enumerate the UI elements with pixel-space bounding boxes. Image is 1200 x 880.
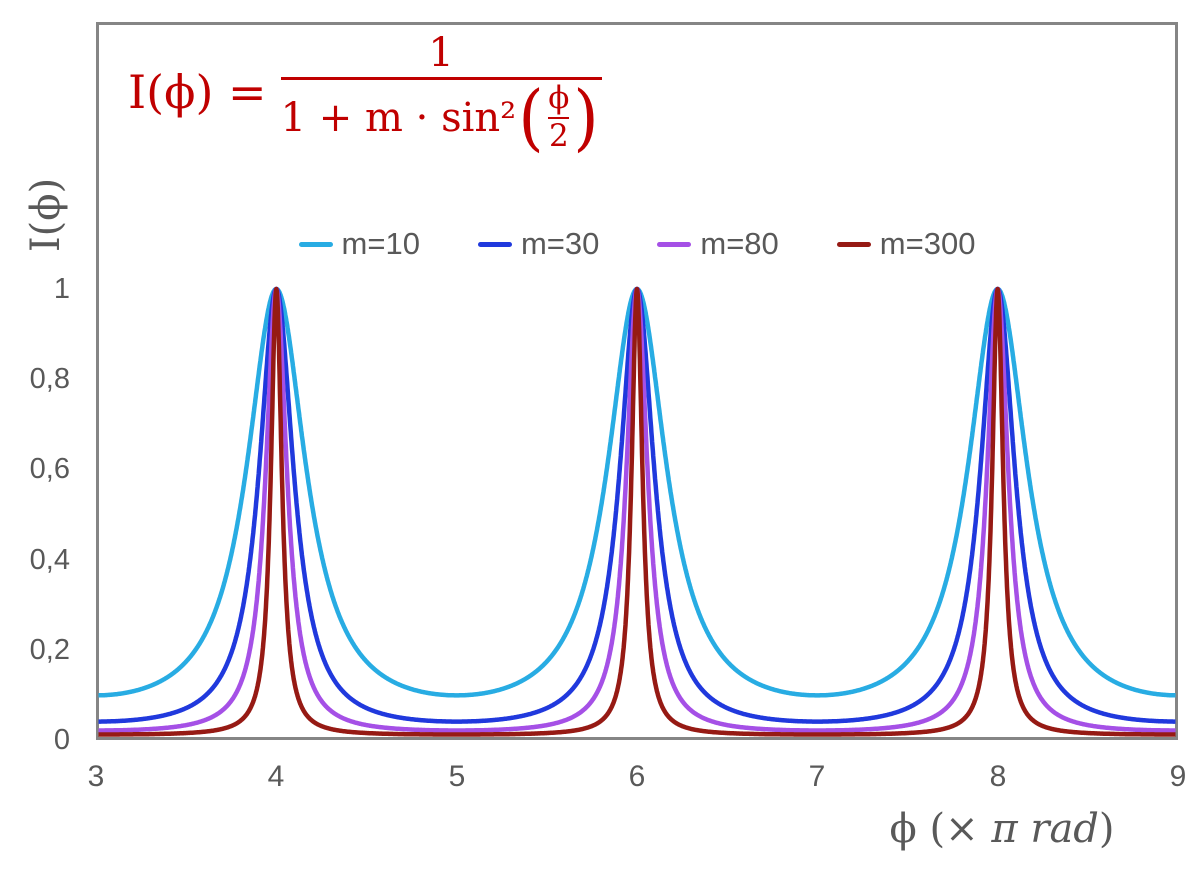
formula-lhs: I(ϕ) = <box>128 65 267 120</box>
legend-swatch-m80 <box>657 241 692 247</box>
plot-svg <box>96 22 1178 740</box>
legend-label-m80: m=80 <box>700 226 779 261</box>
close-paren: ) <box>573 75 600 160</box>
legend-item-m300: m=300 <box>836 226 976 262</box>
legend-item-m10: m=10 <box>298 226 420 262</box>
x-tick-label-5: 5 <box>448 760 466 793</box>
formula-numerator: 1 <box>428 30 454 76</box>
legend-swatch-m10 <box>298 241 333 247</box>
y-tick-label-0-8: 0,8 <box>29 363 70 395</box>
formula-denominator-text: 1 + m · sin² <box>280 94 517 141</box>
formula-inner-fraction: ϕ 2 <box>548 80 570 155</box>
legend-swatch-m30 <box>477 241 512 247</box>
inner-fraction-bar <box>548 116 570 120</box>
formula: I(ϕ) = 1 1 + m · sin² ( ϕ 2 ) <box>128 32 602 153</box>
formula-denominator: 1 + m · sin² ( ϕ 2 ) <box>280 75 602 160</box>
x-tick-label-4: 4 <box>267 760 285 793</box>
x-tick-label-6: 6 <box>628 760 646 793</box>
x-axis-title-prefix: ϕ (× <box>889 806 992 852</box>
formula-fraction: 1 1 + m · sin² ( ϕ 2 ) <box>280 30 602 160</box>
y-tick-label-0-2: 0,2 <box>29 634 70 666</box>
legend: m=10 m=30 m=80 m=300 <box>96 226 1178 262</box>
legend-swatch-m300 <box>836 241 871 247</box>
legend-label-m300: m=300 <box>879 226 976 261</box>
open-paren: ( <box>518 75 544 160</box>
y-tick-label-0-6: 0,6 <box>29 453 70 485</box>
y-tick-label-0: 0 <box>53 724 70 756</box>
y-axis-title: I(ϕ) <box>23 177 69 253</box>
x-tick-label-8: 8 <box>989 760 1007 793</box>
curve-m=80 <box>98 286 1176 733</box>
formula-fraction-bar <box>280 77 602 80</box>
x-tick-label-3: 3 <box>87 760 105 793</box>
x-tick-label-9: 9 <box>1169 760 1187 793</box>
legend-label-m30: m=30 <box>520 226 600 261</box>
x-axis-title-suffix: ) <box>1098 806 1115 852</box>
inner-numerator: ϕ <box>548 80 570 116</box>
legend-item-m30: m=30 <box>477 226 600 262</box>
x-tick-label-7: 7 <box>808 760 826 793</box>
inner-denominator: 2 <box>548 118 569 155</box>
plot-frame <box>96 22 1178 740</box>
curves-group <box>98 286 1176 737</box>
x-axis-title-italic: π rad <box>991 806 1099 852</box>
legend-label-m10: m=10 <box>341 226 420 261</box>
curve-m=300 <box>98 286 1176 737</box>
x-axis-title: ϕ (× π rad) <box>870 806 1134 852</box>
y-tick-label-0-4: 0,4 <box>29 544 70 576</box>
legend-item-m80: m=80 <box>657 226 779 262</box>
y-tick-label-1: 1 <box>53 273 70 305</box>
curve-m=30 <box>98 286 1176 724</box>
